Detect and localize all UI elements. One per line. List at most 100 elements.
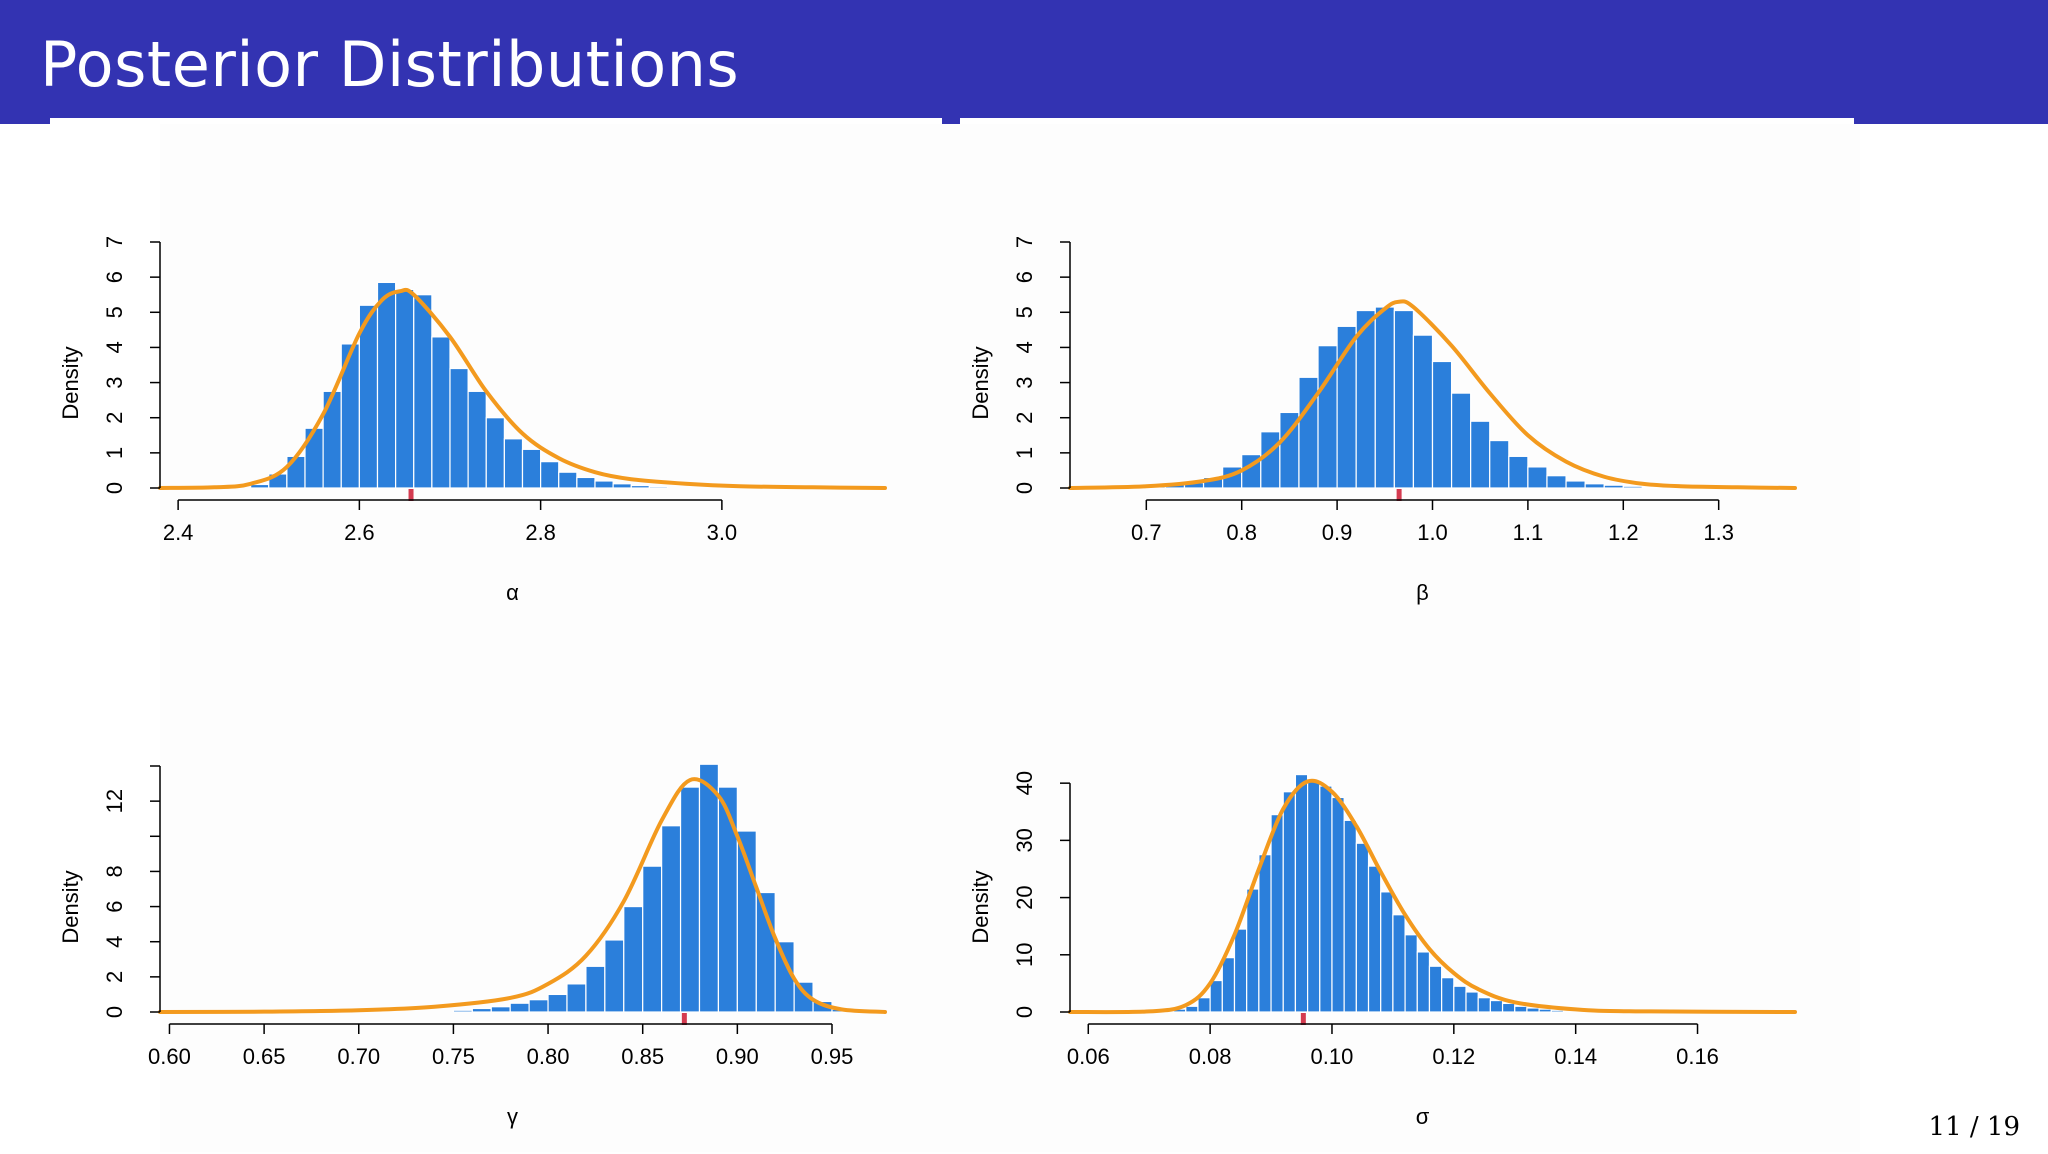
histogram-bar — [1428, 965, 1443, 1013]
slide-header: Posterior Distributions — [0, 0, 2048, 124]
y-tick-label: 30 — [1012, 828, 1037, 852]
histogram-bar — [1489, 999, 1504, 1013]
header-rule-right — [960, 118, 1854, 124]
histogram-bar — [490, 1006, 511, 1013]
y-tick-label: 0 — [102, 1006, 127, 1018]
x-tick-label: 2.6 — [344, 520, 375, 545]
header-rule-left — [50, 118, 942, 124]
x-tick-label: 0.7 — [1131, 520, 1162, 545]
histogram-bar — [1307, 779, 1321, 1013]
x-tick-label: 0.8 — [1226, 520, 1257, 545]
x-tick-label: 0.75 — [432, 1044, 475, 1069]
histogram-bar — [1412, 334, 1434, 489]
y-tick-label: 2 — [102, 412, 127, 424]
density-curve — [1068, 778, 1797, 1015]
y-axis-label: Density — [58, 346, 83, 419]
histogram-bar — [449, 367, 469, 489]
y-tick-label: 20 — [1012, 885, 1037, 909]
panel-alpha: 2.4 2.6 2.8 3.0 α 0 1 2 3 4 5 6 7 Density — [58, 236, 887, 605]
histogram-bar — [698, 763, 720, 1013]
histogram-bar — [1282, 791, 1297, 1013]
histogram-bar — [358, 304, 379, 489]
histogram-bar — [594, 480, 614, 489]
y-axis-label: Density — [58, 870, 83, 943]
histogram-bar — [1550, 1009, 1565, 1013]
x-tick-label: 3.0 — [707, 520, 738, 545]
histogram-bar — [1622, 485, 1643, 489]
histogram-bar — [1185, 1005, 1199, 1013]
page-number: 11 / 19 — [1928, 1112, 2020, 1142]
x-tick-label: 0.08 — [1189, 1044, 1232, 1069]
histogram-bar — [1233, 928, 1248, 1013]
histogram-bar — [376, 281, 397, 489]
histogram-bar — [648, 485, 669, 489]
histogram-bar — [1508, 455, 1529, 489]
histogram-bar — [1367, 865, 1382, 1013]
histogram-bar — [1431, 360, 1453, 489]
panel-gamma: 0.60 0.65 0.70 0.75 0.80 0.85 0.90 0.95 γ 0 2 4 6 8 12… — [58, 763, 887, 1129]
y-tick-label: 1 — [102, 447, 127, 459]
x-tick-label: 0.95 — [811, 1044, 854, 1069]
x-tick-label: 1.3 — [1703, 520, 1734, 545]
y-tick-label: 2 — [102, 971, 127, 983]
x-tick-label: 0.06 — [1067, 1044, 1110, 1069]
density-curve — [158, 287, 887, 490]
histogram-bar — [585, 965, 606, 1013]
x-tick-label: 0.80 — [527, 1044, 570, 1069]
x-tick-label: 2.8 — [525, 520, 556, 545]
histogram-bar — [1477, 997, 1491, 1013]
y-tick-label: 7 — [102, 236, 127, 248]
slide-title: Posterior Distributions — [40, 28, 740, 101]
histogram-bar — [1514, 1005, 1528, 1013]
y-tick-label: 6 — [1012, 271, 1037, 283]
histogram-bar — [467, 390, 487, 489]
x-axis-label: γ — [507, 1104, 518, 1129]
histogram-bar — [395, 288, 415, 489]
histogram-bar — [1538, 1008, 1552, 1013]
histogram-bar — [1355, 309, 1376, 489]
histogram-bar — [1393, 309, 1415, 489]
y-axis-label: Density — [968, 870, 993, 943]
y-tick-label: 0 — [1012, 482, 1037, 494]
posterior-figure — [160, 124, 1860, 1152]
histogram-bar — [661, 825, 682, 1013]
histogram-bar — [1343, 819, 1357, 1013]
y-tick-label: 2 — [1012, 412, 1037, 424]
x-tick-label: 1.2 — [1608, 520, 1639, 545]
x-tick-label: 0.14 — [1554, 1044, 1597, 1069]
histogram-bar — [431, 336, 451, 489]
y-tick-label: 0 — [1012, 1006, 1037, 1018]
histogram-bar — [471, 1007, 492, 1013]
histogram-bar — [1450, 392, 1472, 489]
histogram-bar — [604, 939, 625, 1013]
histogram-bar — [1246, 888, 1260, 1013]
histogram-bar — [1392, 914, 1406, 1013]
estimate-marker — [1300, 1013, 1306, 1025]
histogram-bar — [1527, 466, 1548, 489]
histogram-bar — [717, 786, 738, 1013]
histogram-bar — [1270, 814, 1284, 1013]
x-tick-label: 0.9 — [1322, 520, 1353, 545]
x-tick-label: 1.1 — [1513, 520, 1544, 545]
estimate-marker — [408, 489, 414, 501]
histogram-bar — [566, 983, 587, 1013]
density-curve — [158, 777, 887, 1014]
x-axis-label: σ — [1416, 1104, 1430, 1129]
histogram-bar — [413, 294, 433, 489]
histogram-bar — [547, 993, 568, 1013]
x-tick-label: 2.4 — [163, 520, 194, 545]
histogram-bar — [558, 471, 578, 489]
histogram-bar — [1209, 979, 1223, 1013]
histogram-bar — [576, 476, 596, 489]
density-curve — [1068, 299, 1797, 490]
histogram-bar — [1355, 842, 1370, 1013]
histogram-bar — [452, 1009, 473, 1013]
histogram-bar — [503, 438, 524, 489]
histogram-bar — [1453, 985, 1467, 1013]
histogram-bar — [540, 461, 560, 489]
histogram-bar — [1319, 785, 1333, 1013]
panel-sigma: 0.06 0.08 0.10 0.12 0.14 0.16 σ 0 10 20 30 40 Densit… — [968, 771, 1797, 1129]
x-tick-label: 0.12 — [1432, 1044, 1475, 1069]
histogram-bar — [1489, 439, 1510, 489]
histogram-bar — [1546, 475, 1567, 489]
